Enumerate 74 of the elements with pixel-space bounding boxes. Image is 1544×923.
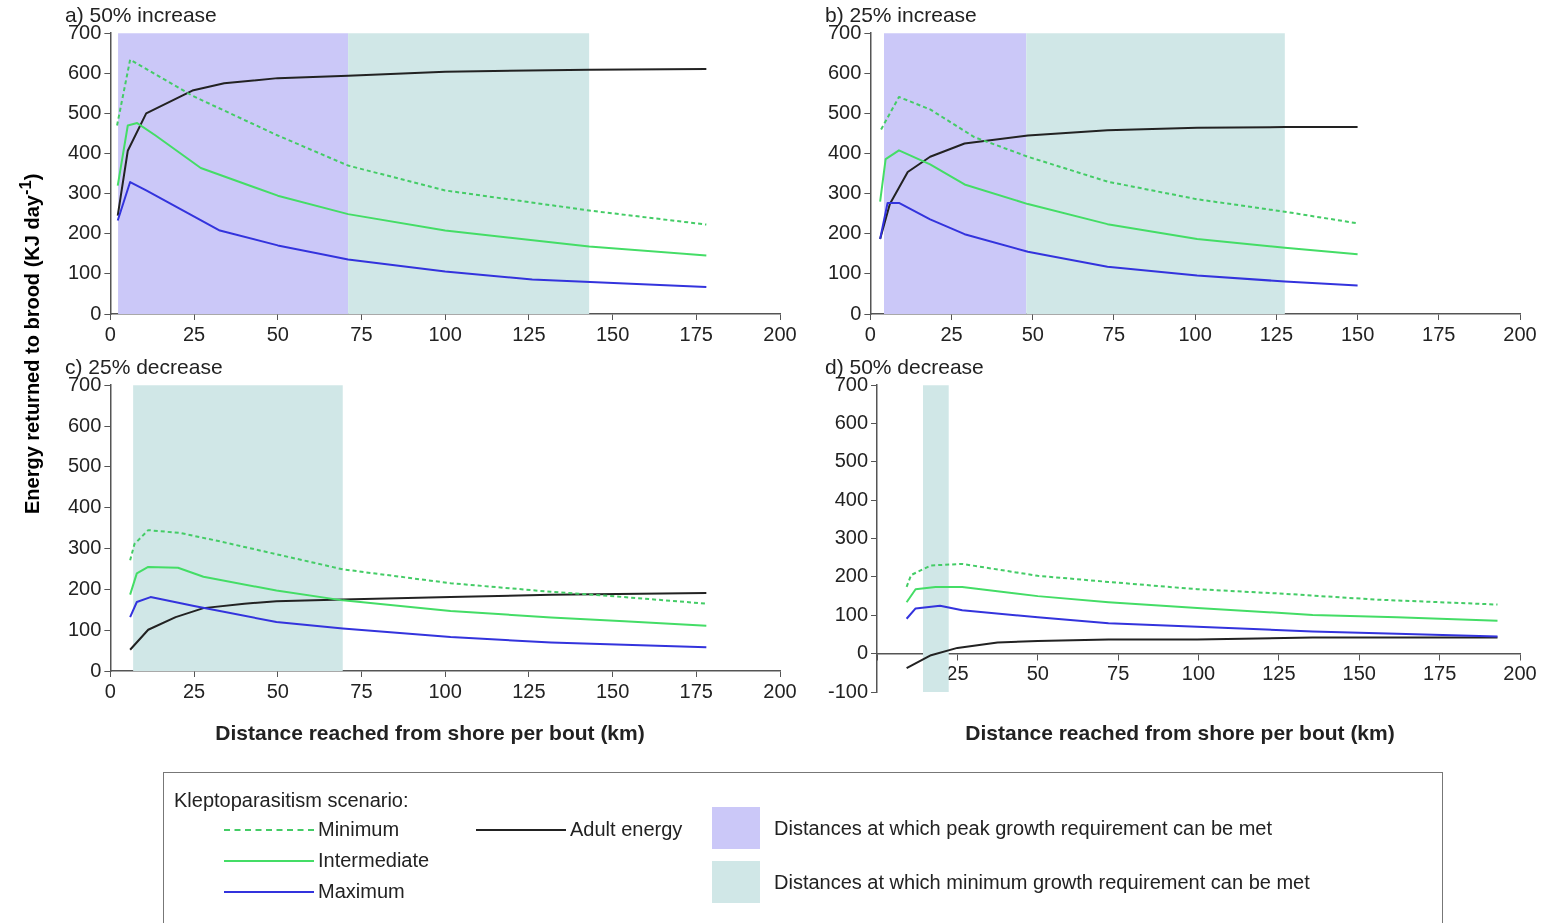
x-tick-label: 175 — [679, 322, 713, 345]
y-tick-label: 100 — [834, 602, 869, 625]
y-tick-label: 100 — [827, 261, 862, 284]
x-tick-label: 100 — [428, 679, 462, 702]
y-tick-label: 100 — [67, 617, 102, 640]
x-tick-label: 50 — [266, 679, 289, 702]
legend-label: Adult energy — [570, 818, 683, 841]
y-tick-label: 500 — [827, 100, 862, 123]
x-tick-label: 175 — [1422, 662, 1457, 685]
x-tick-label: 75 — [350, 679, 373, 702]
y-tick-label: 300 — [834, 526, 869, 549]
x-axis-title: Distance reached from shore per bout (km) — [964, 721, 1396, 745]
x-tick-label: 200 — [763, 322, 797, 345]
y-tick-label: 600 — [67, 413, 102, 436]
y-tick-label: 600 — [834, 411, 869, 434]
x-tick-label: 150 — [595, 679, 630, 702]
legend-title: Kleptoparasitism scenario: — [174, 789, 409, 812]
y-tick-label: 200 — [827, 221, 862, 244]
x-tick-label: 175 — [679, 679, 713, 702]
y-tick-label: 400 — [827, 141, 862, 164]
y-tick-label: 0 — [856, 641, 869, 664]
x-tick-label: 0 — [104, 322, 116, 345]
x-tick-label: 75 — [350, 322, 373, 345]
x-tick-label: 125 — [1259, 322, 1294, 345]
x-tick-label: 50 — [266, 322, 289, 345]
y-tick-label: 200 — [67, 221, 102, 244]
x-tick-label: 200 — [763, 679, 797, 702]
x-tick-label: 200 — [1503, 662, 1537, 685]
x-tick-label: 150 — [1342, 662, 1376, 685]
x-tick-label: 125 — [1262, 662, 1296, 685]
y-tick-label: 200 — [834, 564, 869, 587]
x-tick-label: 75 — [1102, 322, 1126, 345]
x-tick-label: 200 — [1503, 322, 1537, 345]
x-tick-label: 175 — [1422, 322, 1456, 345]
y-tick-label: 300 — [67, 536, 102, 559]
y-tick-label: -100 — [828, 679, 869, 702]
x-tick-label: 0 — [104, 679, 116, 702]
x-tick-label: 25 — [182, 679, 206, 702]
y-tick-label: 400 — [834, 487, 869, 510]
x-tick-label: 150 — [595, 322, 630, 345]
y-tick-label: 400 — [67, 495, 102, 518]
x-axis-title: Distance reached from shore per bout (km) — [214, 721, 646, 745]
x-tick-label: 25 — [182, 322, 206, 345]
y-tick-label: 400 — [67, 141, 102, 164]
x-tick-label: 100 — [1178, 322, 1212, 345]
y-tick-label: 200 — [67, 576, 102, 599]
x-tick-label: 150 — [1340, 322, 1375, 345]
x-tick-label: 125 — [512, 322, 546, 345]
x-tick-label: 25 — [946, 662, 969, 685]
y-tick-label: 0 — [90, 301, 102, 324]
y-tick-label: 300 — [827, 181, 862, 204]
y-tick-label: 100 — [67, 261, 102, 284]
y-tick-label: 0 — [850, 301, 862, 324]
x-tick-label: 50 — [1021, 322, 1044, 345]
y-tick-label: 500 — [67, 454, 102, 477]
x-tick-label: 100 — [1181, 662, 1216, 685]
x-tick-label: 100 — [428, 322, 462, 345]
x-tick-label: 25 — [940, 322, 963, 345]
line-series — [880, 95, 1359, 225]
y-tick-label: 500 — [834, 449, 869, 472]
y-tick-label: 600 — [827, 60, 862, 83]
line-series — [129, 529, 708, 605]
legend-label: Maximum — [318, 880, 405, 903]
x-tick-label: 75 — [1107, 662, 1130, 685]
y-tick-label: 300 — [67, 181, 102, 204]
y-tick-label: 500 — [67, 100, 102, 123]
line-series — [905, 562, 1499, 606]
x-tick-label: 125 — [512, 679, 546, 702]
legend-label: Intermediate — [318, 849, 430, 872]
legend-label: Distances at which minimum growth requirement can be met — [774, 870, 1310, 894]
legend-label: Minimum — [318, 818, 400, 841]
legend-label: Distances at which peak growth requirement can be met — [774, 816, 1273, 840]
x-tick-label: 50 — [1026, 662, 1049, 685]
y-tick-label: 600 — [67, 60, 102, 83]
